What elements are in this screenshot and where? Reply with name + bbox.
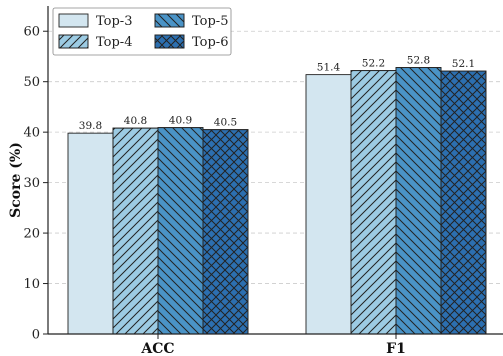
y-tick-label: 50 bbox=[23, 75, 40, 90]
x-tick-label: ACC bbox=[140, 341, 174, 356]
legend-hatch-top-6 bbox=[154, 34, 185, 49]
legend-box bbox=[52, 7, 232, 56]
data-label: 52.2 bbox=[362, 58, 385, 70]
legend-label: Top-4 bbox=[96, 35, 132, 50]
legend-label: Top-3 bbox=[96, 14, 132, 29]
legend: Top-3 Top-4 Top-5 Top-6 bbox=[52, 7, 232, 56]
bar-top-3-acc bbox=[67, 132, 114, 335]
data-label: 40.5 bbox=[214, 117, 237, 129]
bar-top-3-f1 bbox=[305, 74, 352, 335]
legend-swatch-top-3 bbox=[58, 13, 89, 28]
legend-hatch-top-4 bbox=[58, 34, 89, 49]
y-tick-label: 0 bbox=[32, 328, 40, 343]
data-label: 40.8 bbox=[124, 115, 147, 127]
legend-label: Top-6 bbox=[192, 35, 228, 50]
y-tick-label: 30 bbox=[23, 176, 40, 191]
data-label: 39.8 bbox=[79, 120, 102, 132]
x-tick-label: F1 bbox=[386, 341, 406, 356]
legend-label: Top-5 bbox=[192, 14, 228, 29]
bar-hatch-top-6-f1 bbox=[440, 70, 487, 335]
bar-hatch-top-5-acc bbox=[157, 127, 204, 335]
y-tick-label: 60 bbox=[23, 25, 40, 40]
data-label: 51.4 bbox=[317, 62, 341, 74]
y-tick-label: 10 bbox=[23, 277, 40, 292]
bars: 39.8 40.8 40.9 40.5 51.4 52.2 52.8 52.1 bbox=[67, 55, 487, 335]
y-tick-label: 20 bbox=[23, 227, 40, 242]
bar-hatch-top-5-f1 bbox=[395, 67, 442, 335]
data-label: 40.9 bbox=[169, 115, 192, 127]
data-label: 52.1 bbox=[452, 58, 475, 70]
bar-hatch-top-6-acc bbox=[202, 129, 249, 335]
y-tick-label: 40 bbox=[23, 126, 40, 141]
legend-hatch-top-5 bbox=[154, 13, 185, 28]
bar-hatch-top-4-acc bbox=[112, 127, 159, 335]
y-axis-title: Score (%) bbox=[8, 142, 24, 218]
bar-hatch-top-4-f1 bbox=[350, 70, 397, 335]
data-label: 52.8 bbox=[407, 55, 430, 67]
axes: Score (%) 0 10 20 30 40 50 60 ACC F1 bbox=[8, 6, 503, 356]
